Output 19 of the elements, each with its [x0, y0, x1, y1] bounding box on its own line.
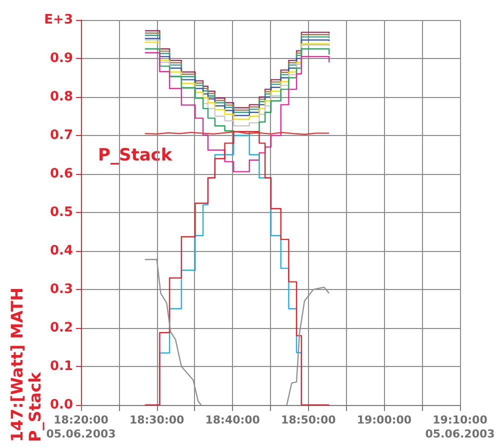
y-tick-label: 0.0: [50, 398, 73, 412]
y-tick-label: E+3: [44, 12, 73, 28]
x-tick-label: 19:00:00: [356, 414, 412, 426]
y-tick-label: 0.4: [50, 244, 73, 258]
y-tick-label: 0.8: [50, 90, 73, 104]
y-tick-label: 0.3: [50, 282, 73, 297]
y-axis-title: 147:[Watt] MATH P_Stack: [8, 287, 44, 442]
x-tick-label: 18:30:00: [129, 414, 184, 426]
x-tick-label: 18:20:00 05.06.2003: [46, 414, 116, 440]
x-tick-label: 18:40:00: [205, 414, 260, 426]
x-tick-label: 18:50:00: [281, 414, 336, 426]
y-tick-label: 0.5: [50, 205, 73, 220]
text: P_Stack: [98, 146, 173, 166]
y-tick-label: 0.7: [50, 128, 73, 143]
y-tick-label: 0.6: [50, 166, 73, 182]
y-tick-label: 0.2: [50, 320, 73, 336]
y-tick-label: 0.1: [50, 359, 73, 374]
x-tick-label: 19:10:00 05.06.2003: [425, 414, 495, 440]
y-tick-label: 0.9: [50, 51, 73, 66]
